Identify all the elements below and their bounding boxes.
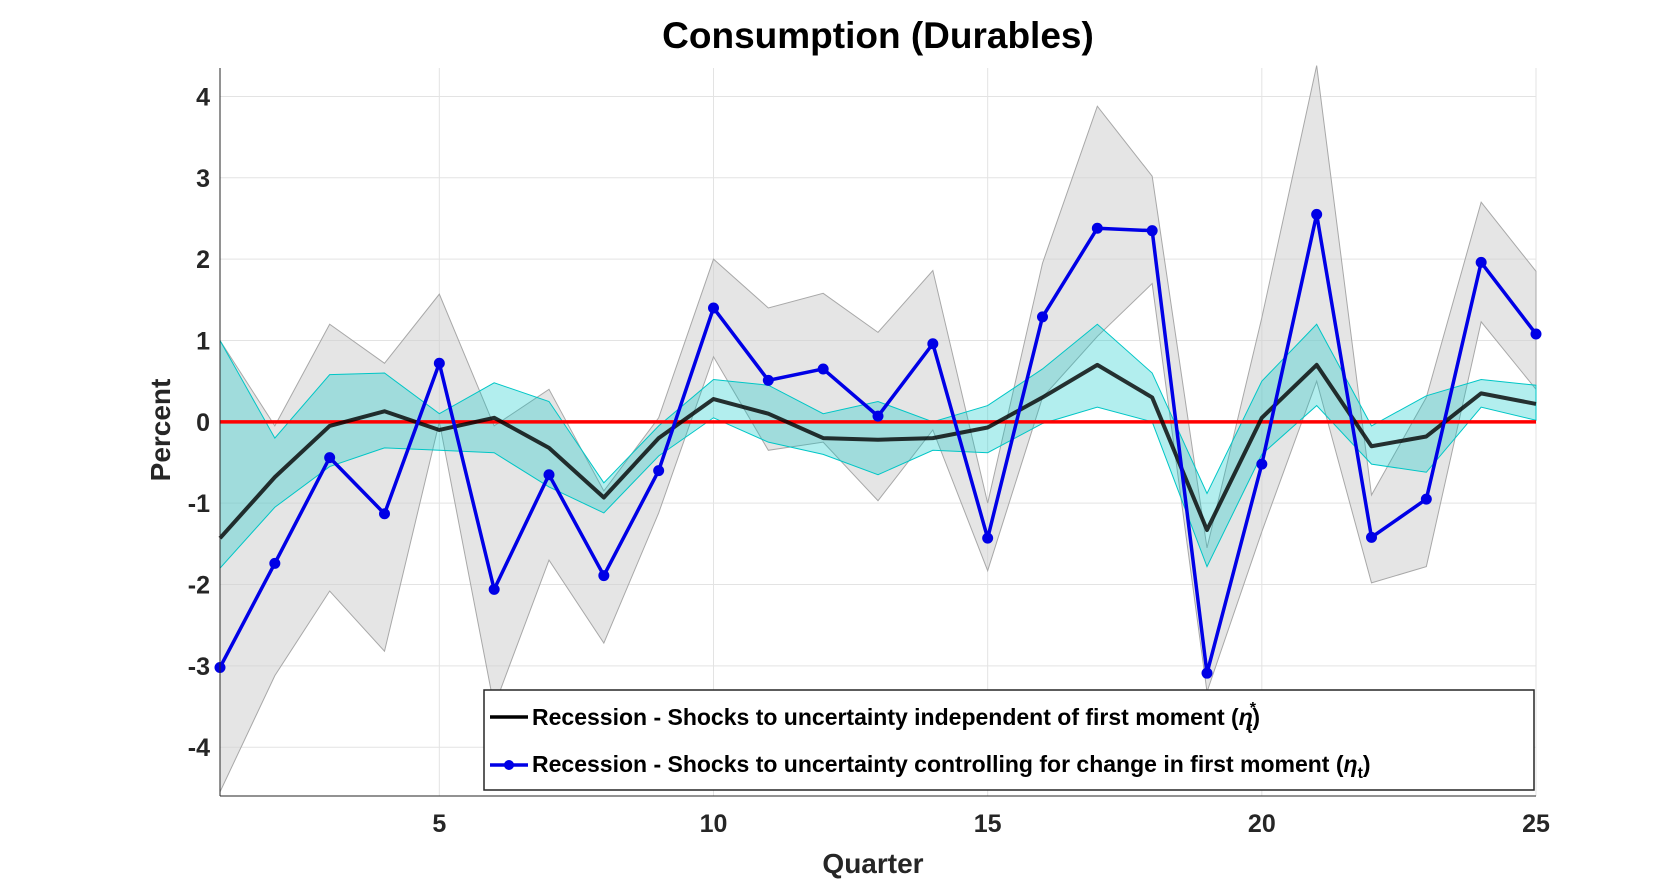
legend-label-1-text: Recession - Shocks to uncertainty indepe… bbox=[532, 704, 1239, 730]
y-tick-label: -2 bbox=[188, 572, 210, 600]
data-point-blue bbox=[1146, 225, 1158, 237]
y-tick-label: 4 bbox=[196, 83, 210, 111]
data-point-blue bbox=[1530, 328, 1542, 340]
data-point-blue bbox=[1311, 208, 1323, 220]
data-point-blue bbox=[653, 465, 665, 477]
legend-eta-symbol-2: η bbox=[1344, 751, 1358, 777]
x-tick-label: 20 bbox=[1248, 810, 1276, 838]
data-point-blue bbox=[1420, 493, 1432, 505]
confidence-bands bbox=[219, 65, 1537, 793]
x-tick-label: 15 bbox=[974, 810, 1002, 838]
data-point-blue bbox=[762, 374, 774, 386]
legend-label-2-text: Recession - Shocks to uncertainty contro… bbox=[532, 751, 1344, 777]
legend-close-2: ) bbox=[1363, 751, 1371, 777]
legend-close-1: ) bbox=[1252, 704, 1260, 730]
data-point-blue bbox=[708, 302, 719, 314]
x-axis-label: Quarter bbox=[822, 848, 923, 879]
axes bbox=[219, 68, 1536, 797]
data-point-blue bbox=[982, 532, 994, 544]
chart-title: Consumption (Durables) bbox=[662, 15, 1094, 56]
data-point-blue bbox=[324, 452, 336, 464]
data-point-blue bbox=[1475, 256, 1487, 268]
legend-marker-blue bbox=[504, 760, 514, 770]
data-point-blue bbox=[379, 508, 390, 520]
legend-subscript-1: t bbox=[1247, 720, 1253, 737]
y-tick-label: -1 bbox=[188, 490, 210, 518]
data-point-blue bbox=[1201, 667, 1213, 679]
y-tick-label: 0 bbox=[196, 409, 210, 437]
data-point-blue bbox=[269, 557, 281, 569]
x-tick-label: 25 bbox=[1522, 810, 1550, 838]
y-axis-label: Percent bbox=[145, 379, 176, 482]
data-point-blue bbox=[1366, 531, 1377, 543]
data-point-blue bbox=[598, 570, 610, 582]
y-tick-label: 1 bbox=[196, 327, 210, 355]
series-line-black bbox=[218, 362, 1537, 540]
y-tick-label: 2 bbox=[196, 246, 210, 274]
y-tick-label: -4 bbox=[188, 734, 210, 762]
legend-superscript-1: * bbox=[1250, 700, 1257, 717]
data-point-blue bbox=[543, 469, 555, 481]
y-tick-label: -3 bbox=[188, 653, 210, 681]
legend-eta-symbol-1: η bbox=[1239, 704, 1253, 730]
legend-label-1: Recession - Shocks to uncertainty indepe… bbox=[532, 700, 1260, 737]
y-tick-label: 3 bbox=[196, 165, 210, 193]
legend-label-2: Recession - Shocks to uncertainty contro… bbox=[532, 751, 1371, 782]
data-point-blue bbox=[817, 363, 829, 375]
data-point-blue bbox=[1037, 311, 1048, 323]
data-point-blue bbox=[488, 583, 500, 595]
data-point-blue bbox=[927, 338, 939, 350]
legend-subscript-2: t bbox=[1358, 765, 1364, 782]
data-point-blue bbox=[433, 357, 445, 369]
data-point-blue bbox=[872, 410, 884, 422]
x-tick-label: 10 bbox=[700, 810, 728, 838]
data-point-blue bbox=[1091, 222, 1103, 234]
legend: Recession - Shocks to uncertainty indepe… bbox=[483, 689, 1535, 791]
data-point-blue bbox=[1256, 458, 1268, 470]
legend-box bbox=[483, 689, 1535, 791]
x-tick-label: 5 bbox=[432, 810, 446, 838]
